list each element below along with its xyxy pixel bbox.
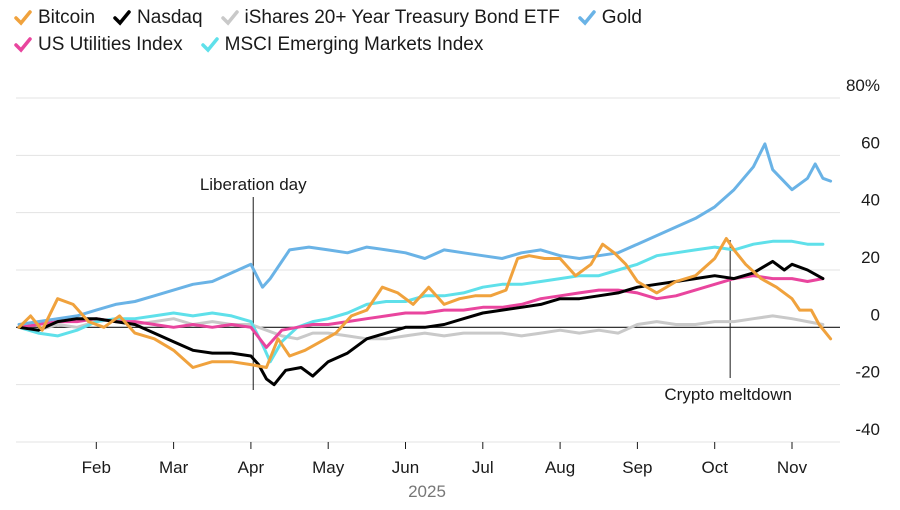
year-label: 2025 — [408, 482, 446, 501]
legend-label-gold: Gold — [601, 6, 642, 28]
series-line-ishares-20-year-treasury-bond-etf — [17, 314, 825, 341]
series-line-msci-emerging-markets-index — [17, 239, 825, 364]
legend-label-emerging: MSCI Emerging Markets Index — [224, 33, 484, 55]
check-mark-icon — [113, 9, 131, 26]
legend-row-2: US Utilities Index MSCI Emerging Markets… — [14, 31, 884, 58]
legend-item-emerging: MSCI Emerging Markets Index — [200, 33, 484, 56]
x-tick-label: Aug — [545, 458, 575, 477]
series-line-us-utilities-index — [17, 274, 825, 349]
x-tick-label: Jul — [472, 458, 494, 477]
series-line-gold — [17, 142, 833, 326]
check-mark-icon — [578, 9, 596, 26]
legend-mark-treasury — [220, 9, 239, 26]
legend-mark-bitcoin — [14, 9, 32, 26]
annotations: Liberation day Crypto meltdown — [200, 175, 792, 404]
y-tick-label: 80% — [846, 76, 880, 95]
y-tick-label: 20 — [861, 248, 880, 267]
legend-item-treasury: iShares 20+ Year Treasury Bond ETF — [220, 6, 560, 29]
x-tick-label: Jun — [392, 458, 419, 477]
y-tick-label: -20 — [855, 363, 880, 382]
y-tick-label: -40 — [855, 420, 880, 439]
crypto-meltdown-label: Crypto meltdown — [664, 385, 792, 404]
check-mark-icon — [200, 36, 219, 53]
x-tick-label: Sep — [622, 458, 652, 477]
check-mark-icon — [220, 9, 239, 26]
check-mark-icon — [14, 36, 32, 53]
legend-mark-emerging — [200, 36, 219, 53]
x-tick-label: May — [312, 458, 345, 477]
legend-item-nasdaq: Nasdaq — [113, 7, 203, 29]
x-axis: Feb Mar Apr May Jun Jul Aug Sep Oct Nov — [82, 442, 808, 477]
series-line-nasdaq — [17, 259, 825, 387]
legend-item-utilities: US Utilities Index — [14, 34, 183, 56]
legend-mark-gold — [578, 9, 596, 26]
y-tick-label: 60 — [861, 133, 880, 152]
x-tick-label: Nov — [777, 458, 808, 477]
legend-label-bitcoin: Bitcoin — [38, 6, 96, 28]
legend-label-utilities: US Utilities Index — [38, 33, 183, 55]
legend-label-treasury: iShares 20+ Year Treasury Bond ETF — [244, 6, 560, 28]
y-tick-label: 0 — [871, 305, 880, 324]
liberation-day-label: Liberation day — [200, 175, 307, 194]
x-tick-label: Feb — [82, 458, 111, 477]
x-tick-label: Oct — [701, 458, 728, 477]
series-lines — [17, 142, 833, 387]
legend-label-nasdaq: Nasdaq — [137, 6, 203, 28]
gridlines — [16, 97, 840, 443]
y-axis: 80% 60 40 20 0 -20 -40 — [846, 76, 880, 439]
legend: Bitcoin Nasdaq iShares 20+ Year Treasury… — [14, 4, 884, 58]
x-tick-label: Apr — [238, 458, 265, 477]
legend-item-bitcoin: Bitcoin — [14, 7, 95, 29]
series-line-bitcoin — [17, 237, 833, 369]
y-tick-label: 40 — [861, 191, 880, 210]
check-mark-icon — [14, 9, 32, 26]
legend-mark-utilities — [14, 36, 32, 53]
x-tick-label: Mar — [159, 458, 189, 477]
legend-mark-nasdaq — [113, 9, 131, 26]
legend-row-1: Bitcoin Nasdaq iShares 20+ Year Treasury… — [14, 4, 884, 31]
legend-item-gold: Gold — [578, 7, 642, 29]
